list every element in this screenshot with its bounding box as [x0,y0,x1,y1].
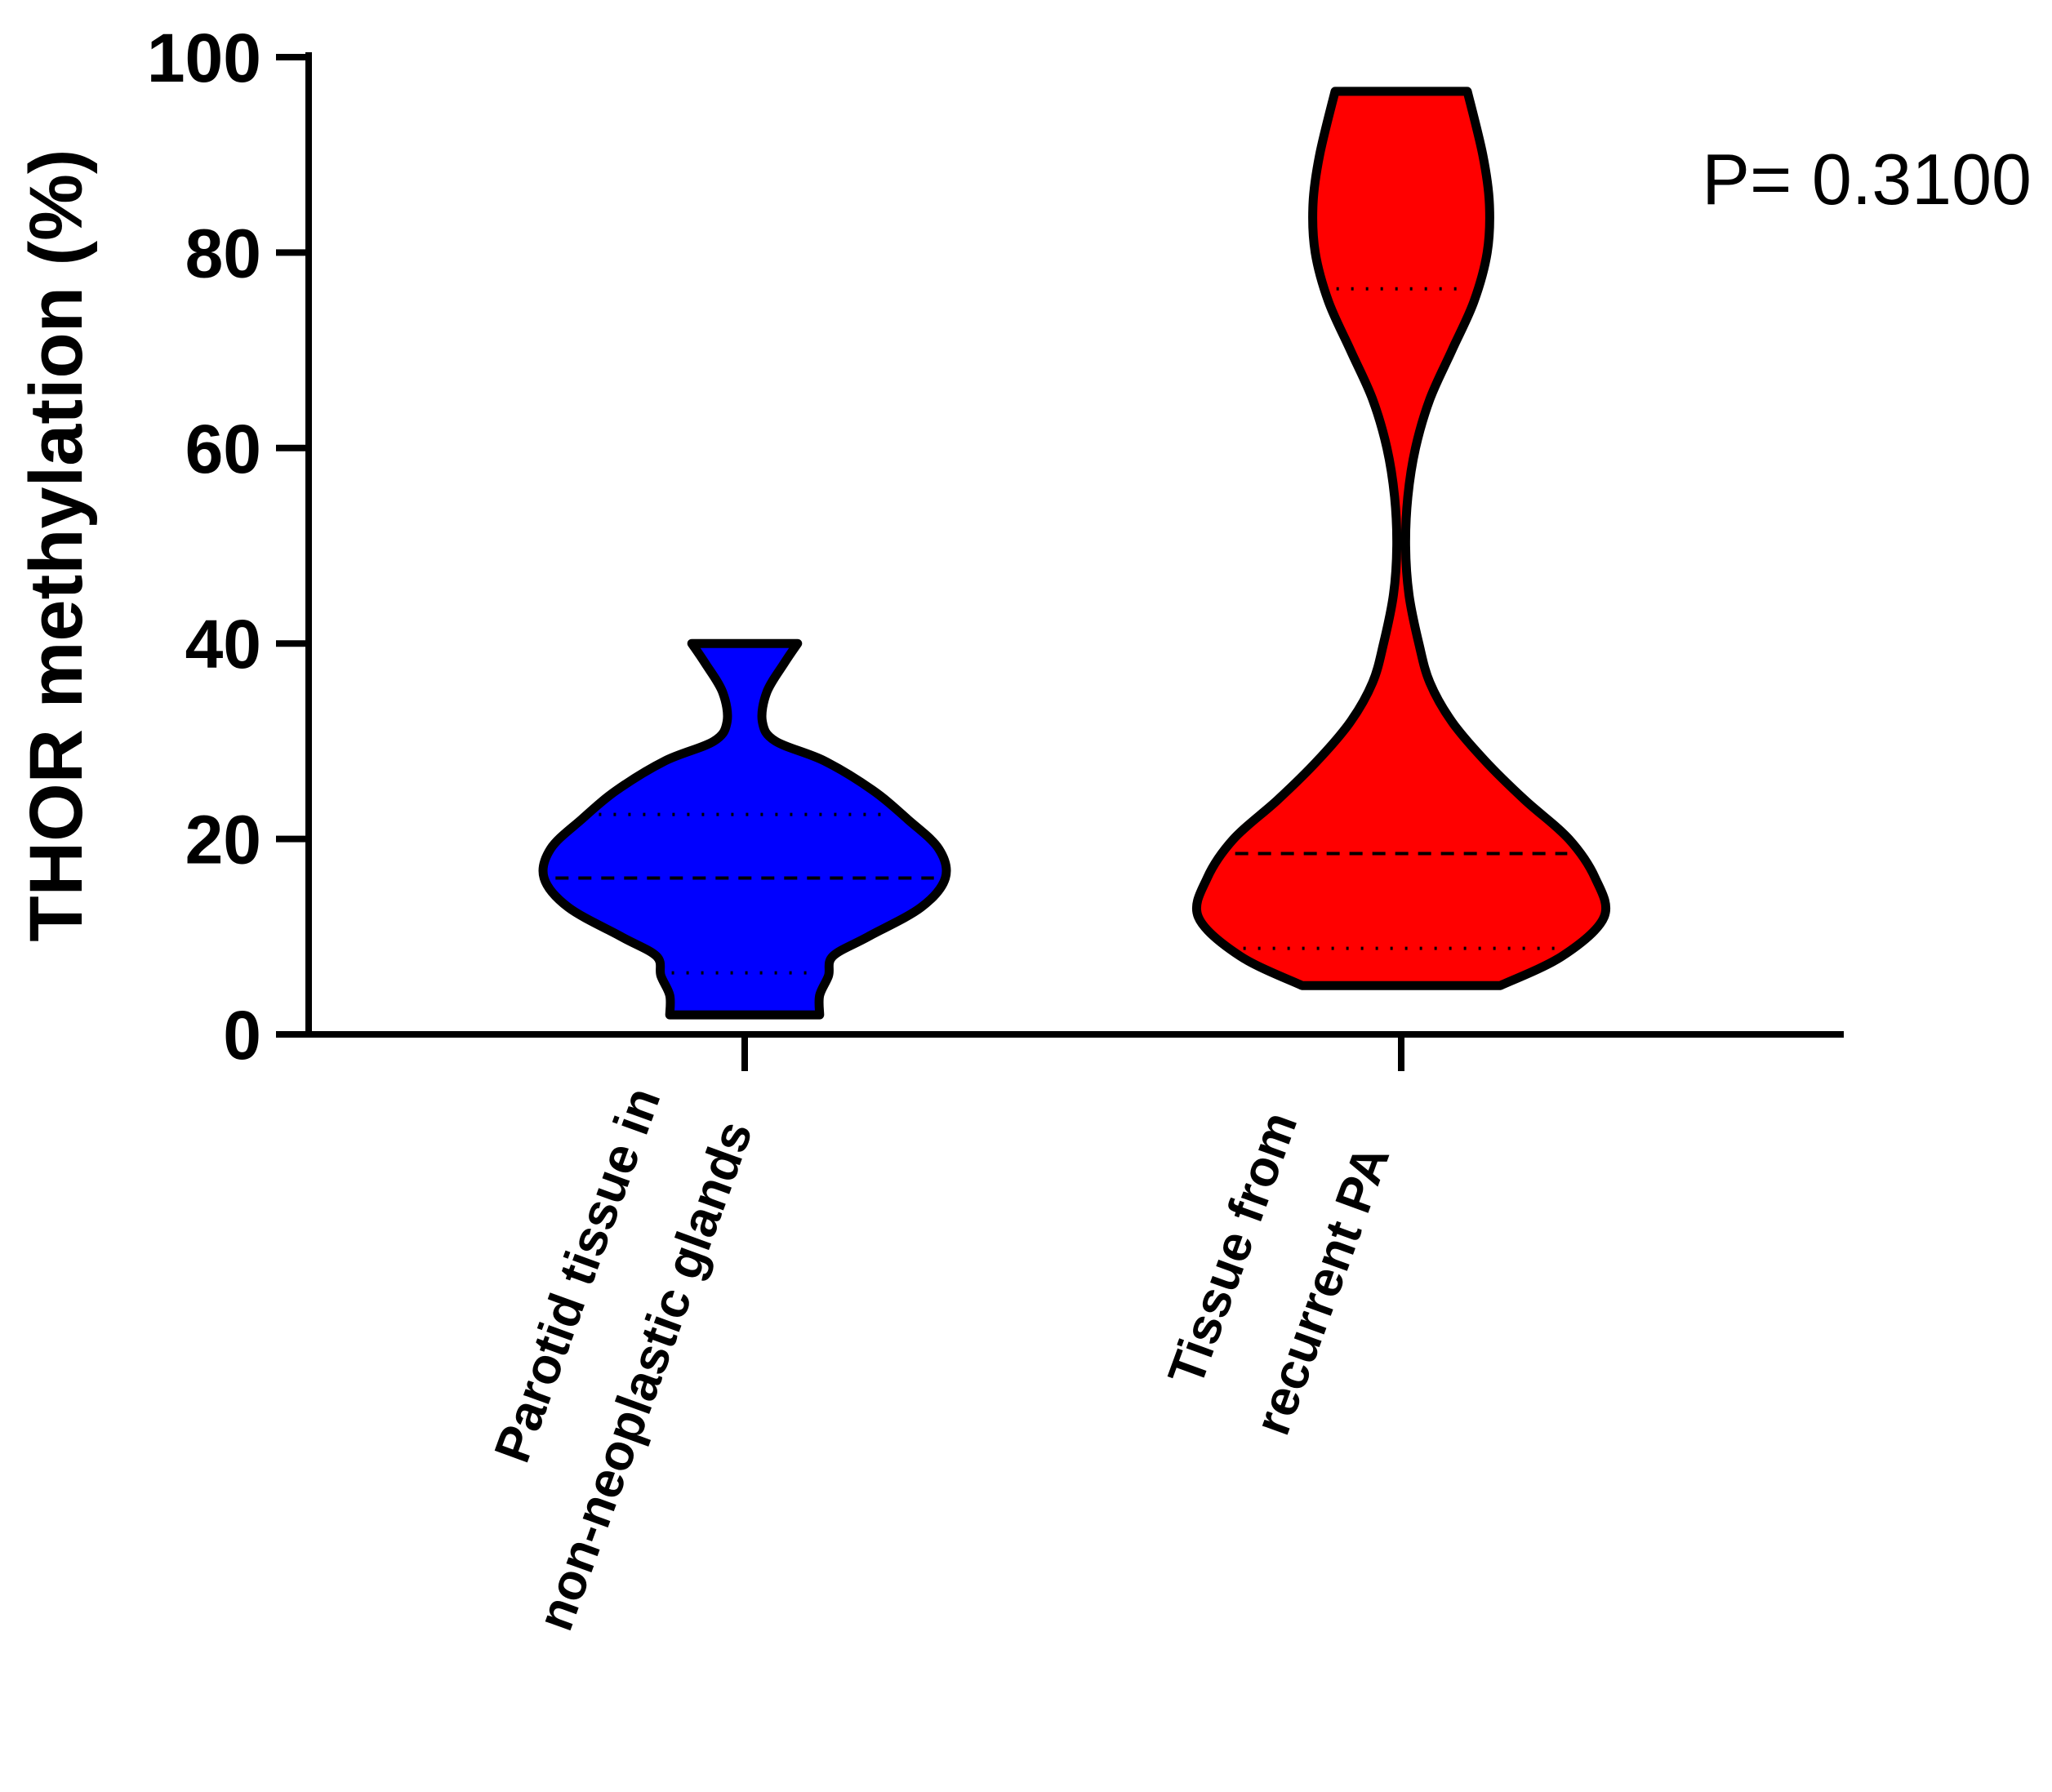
y-tick-label: 60 [185,411,261,487]
y-tick-label: 80 [185,215,261,291]
y-axis-title: THOR methylation (%) [15,149,98,941]
y-tick-label: 20 [185,802,261,878]
p-value-annotation: P= 0.3100 [1702,139,2032,220]
y-tick-label: 0 [223,997,261,1074]
violin-1 [538,638,951,1020]
y-tick-label: 100 [147,20,261,96]
y-tick-label: 40 [185,606,261,683]
violin-2 [1191,87,1611,990]
